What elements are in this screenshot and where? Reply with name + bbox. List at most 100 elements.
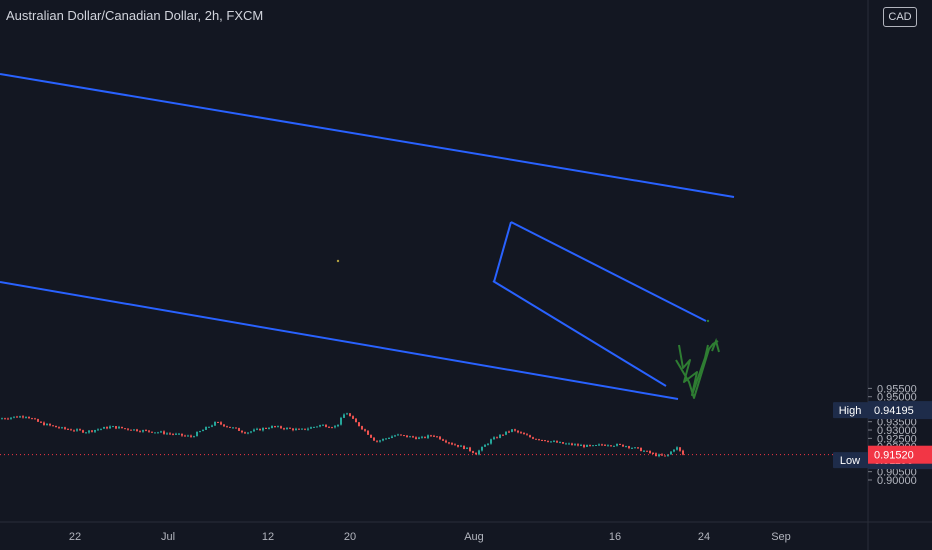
- candle-body: [547, 441, 549, 443]
- time-tick-label: Sep: [771, 531, 791, 543]
- currency-button[interactable]: CAD: [883, 7, 917, 27]
- candle-body: [61, 427, 63, 429]
- last-price-tag-value-box: [868, 445, 932, 464]
- candle-body: [553, 441, 555, 443]
- candle-body: [307, 428, 309, 430]
- candle-body: [277, 426, 279, 428]
- candle-body: [292, 428, 294, 431]
- candle-body: [640, 447, 642, 452]
- price-tick-label: 0.90500: [877, 467, 917, 479]
- candle-body: [520, 432, 522, 434]
- candle-body: [214, 422, 216, 426]
- candle-body: [271, 426, 273, 428]
- candle-body: [331, 427, 333, 429]
- time-tick-label: 16: [609, 531, 621, 543]
- candle-body: [64, 427, 66, 429]
- wedge-left-edge-line: [493, 221, 512, 283]
- candle-body: [139, 431, 141, 433]
- candle-body: [436, 436, 438, 438]
- candle-body: [85, 432, 87, 434]
- candle-body: [595, 445, 597, 446]
- candle-body: [211, 425, 213, 427]
- candle-body: [343, 414, 345, 418]
- candle-body: [130, 429, 132, 431]
- candle-body: [592, 445, 594, 447]
- candle-body: [247, 432, 249, 434]
- candle-body: [334, 426, 336, 428]
- projection-arrow-icon: [711, 337, 720, 353]
- candle-body: [7, 418, 9, 420]
- candle-body: [619, 444, 621, 445]
- candle-body: [301, 428, 303, 430]
- candle-body: [67, 428, 69, 430]
- candle-body: [31, 418, 33, 420]
- candle-body: [460, 445, 462, 447]
- candle-body: [52, 425, 54, 427]
- candle-body: [406, 435, 408, 438]
- time-tick-label: 24: [698, 531, 710, 543]
- candle-body: [376, 440, 378, 442]
- candle-body: [283, 428, 285, 430]
- candle-body: [634, 447, 636, 449]
- candle-body: [268, 428, 270, 430]
- candle-body: [349, 413, 351, 417]
- candle-body: [529, 435, 531, 438]
- candle-body: [589, 444, 591, 446]
- candle-body: [319, 425, 321, 427]
- candle-body: [148, 430, 150, 432]
- candle-body: [316, 426, 318, 428]
- candle-body: [166, 433, 168, 435]
- candle-body: [598, 444, 600, 446]
- trendlines-layer[interactable]: [0, 73, 735, 400]
- candle-body: [205, 427, 207, 430]
- candle-body: [418, 437, 420, 439]
- candle-body: [412, 436, 414, 438]
- candle-body: [382, 438, 384, 441]
- candle-body: [367, 430, 369, 435]
- candle-body: [484, 444, 486, 447]
- candle-body: [226, 426, 228, 428]
- candle-body: [667, 454, 669, 456]
- candle-body: [514, 429, 516, 431]
- candle-body: [430, 435, 432, 437]
- candle-body: [337, 424, 339, 427]
- projection-path: [675, 340, 719, 399]
- candle-body: [241, 430, 243, 433]
- candle-body: [208, 426, 210, 428]
- candle-body: [202, 429, 204, 432]
- candle-body: [505, 431, 507, 435]
- candle-body: [322, 424, 324, 426]
- candle-body: [550, 441, 552, 443]
- projection-layer[interactable]: [675, 319, 720, 399]
- candle-body: [10, 417, 12, 419]
- candle-body: [358, 422, 360, 427]
- candle-body: [679, 447, 681, 451]
- candle-body: [127, 428, 129, 430]
- candle-body: [583, 445, 585, 447]
- candle-body: [238, 428, 240, 431]
- candle-body: [163, 431, 165, 434]
- candle-body: [466, 447, 468, 449]
- candle-body: [328, 426, 330, 428]
- candle-body: [415, 437, 417, 439]
- candle-body: [37, 419, 39, 422]
- candle-body: [424, 436, 426, 438]
- candle-body: [106, 427, 108, 429]
- candle-body: [262, 428, 264, 431]
- candle-body: [439, 436, 441, 440]
- candle-body: [121, 426, 123, 429]
- candle-body: [427, 435, 429, 438]
- candle-body: [502, 434, 504, 436]
- candle-body: [169, 433, 171, 435]
- candle-body: [133, 429, 135, 431]
- projection-dot: [706, 319, 710, 323]
- candle-body: [79, 429, 81, 431]
- candle-body: [256, 428, 258, 430]
- candle-body: [538, 439, 540, 441]
- candle-body: [661, 454, 663, 456]
- candle-body: [295, 428, 297, 431]
- candle-body: [157, 432, 159, 434]
